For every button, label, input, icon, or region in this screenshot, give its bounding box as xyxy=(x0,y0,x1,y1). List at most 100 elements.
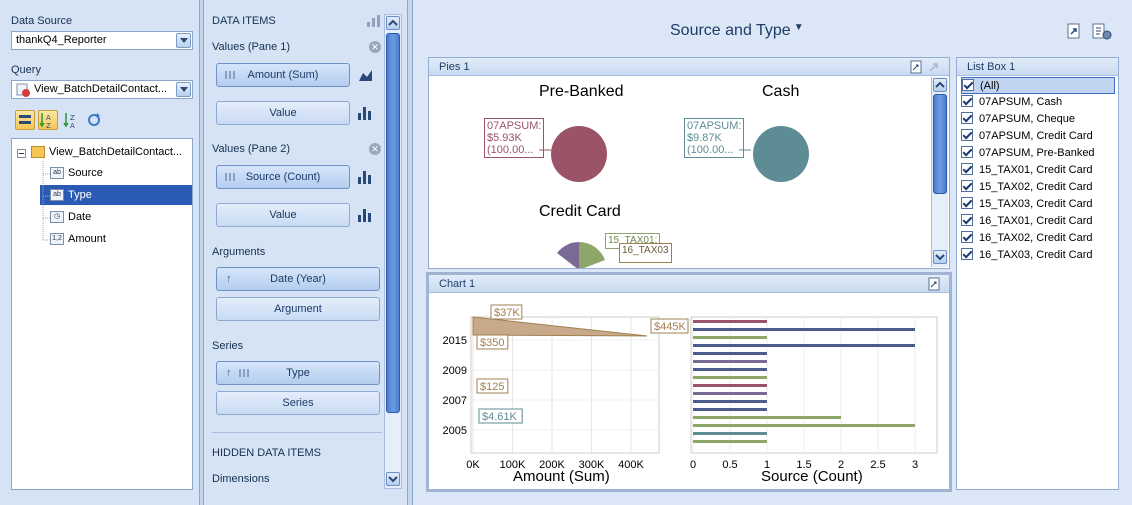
type-item[interactable]: ↑ Type xyxy=(216,361,380,385)
pie-slice[interactable] xyxy=(557,242,579,268)
sort-up-icon[interactable]: ↑ xyxy=(226,367,232,379)
dashboard-title[interactable]: Source and Type ▼ xyxy=(670,22,804,39)
checkbox-checked-icon[interactable] xyxy=(961,112,973,124)
parameters-icon[interactable] xyxy=(1091,22,1115,40)
checkbox-checked-icon[interactable] xyxy=(961,180,973,192)
listbox-item[interactable]: 15_TAX03, Credit Card xyxy=(961,196,1115,213)
bar-chart-icon[interactable] xyxy=(358,106,374,120)
svg-text:A: A xyxy=(46,114,51,122)
source-count-item[interactable]: Source (Count) xyxy=(216,165,350,189)
scroll-down-button[interactable] xyxy=(386,472,400,486)
checkbox-checked-icon[interactable] xyxy=(961,163,973,175)
bar[interactable] xyxy=(693,368,767,371)
scroll-thumb[interactable] xyxy=(933,94,947,194)
argument-placeholder[interactable]: Argument xyxy=(216,297,380,321)
remove-pane-icon[interactable]: ✕ xyxy=(369,143,381,155)
bar[interactable] xyxy=(693,408,767,411)
bar[interactable] xyxy=(693,360,767,363)
scroll-up-button[interactable] xyxy=(933,78,947,92)
date-year-item[interactable]: ↑ Date (Year) xyxy=(216,267,380,291)
listbox-item[interactable]: 15_TAX01, Credit Card xyxy=(961,162,1115,179)
data-source-combo[interactable]: thankQ4_Reporter xyxy=(11,31,193,50)
bar[interactable] xyxy=(693,336,767,339)
checkbox-checked-icon[interactable] xyxy=(961,231,973,243)
pie-credit-card[interactable] xyxy=(547,238,611,268)
export-icon[interactable] xyxy=(927,277,941,291)
bar[interactable] xyxy=(693,320,767,323)
filter-icon[interactable]: ▼ xyxy=(793,22,804,33)
listbox-item[interactable]: 15_TAX02, Credit Card xyxy=(961,179,1115,196)
tree-item-amount[interactable]: 1,2 Amount xyxy=(40,229,192,249)
tree-item-source[interactable]: ab Source xyxy=(40,163,192,183)
amount-sum-item[interactable]: Amount (Sum) xyxy=(216,63,350,87)
pie-slice[interactable] xyxy=(551,126,607,182)
listbox-item[interactable]: (All) xyxy=(961,77,1115,94)
scroll-thumb[interactable] xyxy=(386,33,400,413)
pie-cash[interactable] xyxy=(749,122,813,186)
checkbox-checked-icon[interactable] xyxy=(961,197,973,209)
listbox-item[interactable]: 07APSUM, Credit Card xyxy=(961,128,1115,145)
checkbox-checked-icon[interactable] xyxy=(961,129,973,141)
bar[interactable] xyxy=(693,440,767,443)
checkbox-checked-icon[interactable] xyxy=(961,95,973,107)
bar[interactable] xyxy=(693,344,915,347)
drag-handle-icon[interactable] xyxy=(225,71,235,79)
drill-up-icon[interactable] xyxy=(927,60,941,74)
group-view-button[interactable] xyxy=(15,110,35,130)
chevron-down-icon[interactable] xyxy=(176,33,191,48)
bar[interactable] xyxy=(693,392,767,395)
listbox-item[interactable]: 07APSUM, Cheque xyxy=(961,111,1115,128)
collapse-icon[interactable] xyxy=(17,149,26,158)
series-placeholder[interactable]: Series xyxy=(216,391,380,415)
pie-label-pre-banked: 07APSUM: $5.93K (100.00... xyxy=(484,118,545,158)
pies-scrollbar[interactable] xyxy=(931,77,948,267)
pie-slice[interactable] xyxy=(753,126,809,182)
bar[interactable] xyxy=(693,376,767,379)
sort-up-icon[interactable]: ↑ xyxy=(226,273,232,285)
svg-text:Z: Z xyxy=(46,122,51,129)
export-icon[interactable] xyxy=(1065,22,1083,40)
listbox-item[interactable]: 16_TAX02, Credit Card xyxy=(961,230,1115,247)
tree-root[interactable]: View_BatchDetailContact... xyxy=(12,142,192,162)
drag-handle-icon[interactable] xyxy=(225,173,235,181)
listbox-item[interactable]: 07APSUM, Pre-Banked xyxy=(961,145,1115,162)
pane2-bars[interactable] xyxy=(693,320,915,443)
chart-type-icon[interactable] xyxy=(366,14,382,28)
query-combo[interactable]: View_BatchDetailContact... xyxy=(11,80,193,99)
checkbox-checked-icon[interactable] xyxy=(961,214,973,226)
bar[interactable] xyxy=(693,384,767,387)
bar[interactable] xyxy=(693,432,767,435)
bar[interactable] xyxy=(693,424,915,427)
bar[interactable] xyxy=(693,400,767,403)
tree-item-date[interactable]: ◷ Date xyxy=(40,207,192,227)
bar-chart-icon[interactable] xyxy=(358,170,374,184)
bar[interactable] xyxy=(693,352,767,355)
pie-pre-banked[interactable] xyxy=(547,122,611,186)
bar-chart-icon[interactable] xyxy=(358,208,374,222)
checkbox-checked-icon[interactable] xyxy=(961,146,973,158)
chart-plot[interactable]: 2005 2007 2009 2015 0K 100K 200K 300K 400K $37K… xyxy=(429,293,949,489)
listbox-item[interactable]: 16_TAX01, Credit Card xyxy=(961,213,1115,230)
pie-slice[interactable] xyxy=(579,242,605,268)
scroll-up-button[interactable] xyxy=(386,16,400,30)
checkbox-checked-icon[interactable] xyxy=(962,79,974,91)
bar[interactable] xyxy=(693,416,841,419)
drag-handle-icon[interactable] xyxy=(239,369,249,377)
area-series-2015[interactable] xyxy=(472,316,648,337)
data-items-scrollbar[interactable] xyxy=(384,14,402,489)
scroll-down-button[interactable] xyxy=(933,250,947,264)
value-placeholder-2[interactable]: Value xyxy=(216,203,350,227)
area-chart-icon[interactable] xyxy=(358,68,374,82)
listbox-item[interactable]: 07APSUM, Cash xyxy=(961,94,1115,111)
checkbox-checked-icon[interactable] xyxy=(961,248,973,260)
export-icon[interactable] xyxy=(909,60,923,74)
refresh-button[interactable] xyxy=(84,110,104,130)
value-placeholder-1[interactable]: Value xyxy=(216,101,350,125)
listbox-item[interactable]: 16_TAX03, Credit Card xyxy=(961,247,1115,264)
bar[interactable] xyxy=(693,328,915,331)
chevron-down-icon[interactable] xyxy=(176,82,191,97)
tree-item-type[interactable]: ab Type xyxy=(40,185,192,205)
remove-pane-icon[interactable]: ✕ xyxy=(369,41,381,53)
